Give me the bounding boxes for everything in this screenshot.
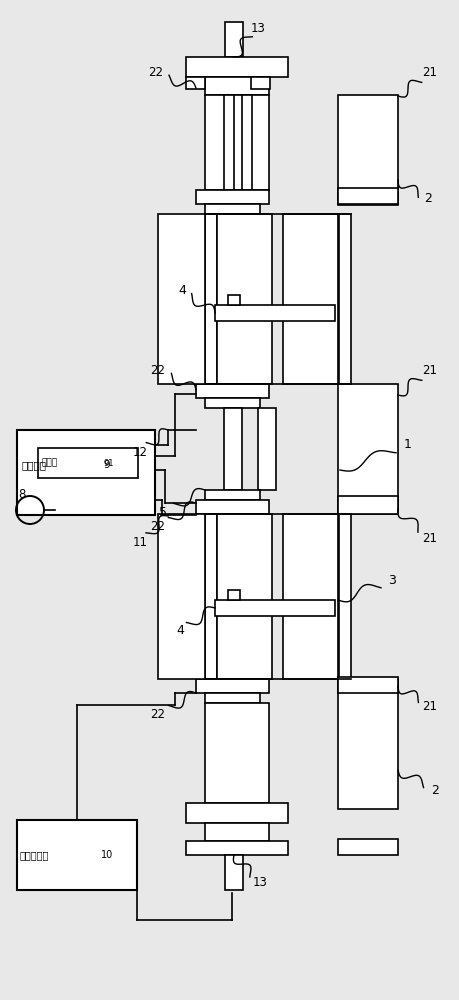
Bar (17, 820, 137, 890)
Bar (224, 408, 242, 490)
Bar (225, 855, 243, 890)
Text: 21: 21 (422, 532, 437, 544)
Bar (205, 823, 269, 841)
Bar (186, 841, 288, 855)
Bar (217, 214, 272, 384)
Text: 21: 21 (422, 364, 437, 377)
Bar (338, 496, 398, 514)
Text: 22: 22 (151, 520, 166, 534)
Bar (205, 214, 217, 384)
Bar (38, 448, 138, 478)
Bar (283, 514, 338, 679)
Text: 91: 91 (104, 458, 114, 468)
Text: 2: 2 (431, 784, 439, 796)
Bar (228, 295, 240, 305)
Bar (196, 190, 269, 204)
Text: 22: 22 (151, 708, 166, 722)
Bar (339, 214, 351, 384)
Text: 5: 5 (159, 506, 167, 518)
Bar (215, 600, 335, 616)
Bar (339, 514, 351, 679)
Text: 21: 21 (422, 66, 437, 80)
Bar (205, 693, 260, 703)
Bar (186, 57, 288, 77)
Bar (215, 305, 335, 321)
Bar (196, 384, 269, 398)
Bar (338, 677, 398, 693)
Text: 12: 12 (133, 446, 147, 458)
Bar (205, 514, 217, 679)
Bar (338, 839, 398, 855)
Bar (205, 703, 269, 803)
Bar (242, 95, 252, 190)
Bar (205, 490, 260, 500)
Text: 9: 9 (103, 460, 110, 470)
Text: 2: 2 (424, 192, 432, 205)
Bar (338, 188, 398, 204)
Bar (283, 214, 338, 384)
Bar (205, 95, 269, 190)
Bar (338, 384, 398, 514)
Text: 电磁阀: 电磁阀 (42, 458, 58, 468)
Text: 22: 22 (151, 363, 166, 376)
Bar (225, 22, 243, 57)
Text: 22: 22 (149, 66, 163, 80)
Bar (258, 408, 276, 490)
Text: 8: 8 (18, 488, 26, 502)
Text: 13: 13 (252, 876, 268, 888)
Text: 21: 21 (422, 700, 437, 714)
Bar (17, 430, 155, 515)
Text: 4: 4 (178, 284, 186, 296)
Text: 油路系统: 油路系统 (22, 460, 47, 470)
Bar (158, 214, 205, 384)
Bar (205, 398, 260, 408)
Text: 3: 3 (388, 574, 396, 586)
Text: 4: 4 (176, 624, 184, 637)
Bar (224, 95, 234, 190)
Bar (205, 204, 260, 214)
Bar (205, 77, 269, 95)
Bar (251, 77, 270, 89)
Bar (228, 590, 240, 600)
Bar (186, 803, 288, 823)
Text: 13: 13 (251, 21, 265, 34)
Bar (196, 679, 269, 693)
Bar (196, 500, 269, 514)
Text: 11: 11 (133, 536, 147, 548)
Bar (217, 514, 272, 679)
Text: 中央处理器: 中央处理器 (20, 850, 50, 860)
Text: 10: 10 (101, 850, 113, 860)
Bar (186, 77, 205, 89)
Bar (338, 95, 398, 205)
Bar (158, 514, 205, 679)
Bar (338, 679, 398, 809)
Text: 1: 1 (404, 438, 412, 452)
